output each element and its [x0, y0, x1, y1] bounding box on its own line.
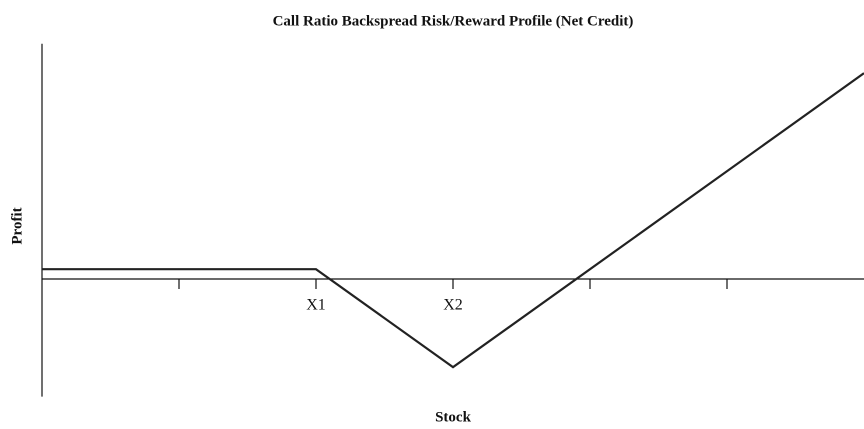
x-tick-label: X1: [306, 297, 326, 314]
chart-title: Call Ratio Backspread Risk/Reward Profil…: [273, 13, 634, 29]
y-axis-label: Profit: [9, 207, 25, 244]
payoff-line: [42, 72, 864, 369]
x-axis-label: Stock: [435, 409, 471, 425]
x-tick-label: X2: [443, 297, 463, 314]
